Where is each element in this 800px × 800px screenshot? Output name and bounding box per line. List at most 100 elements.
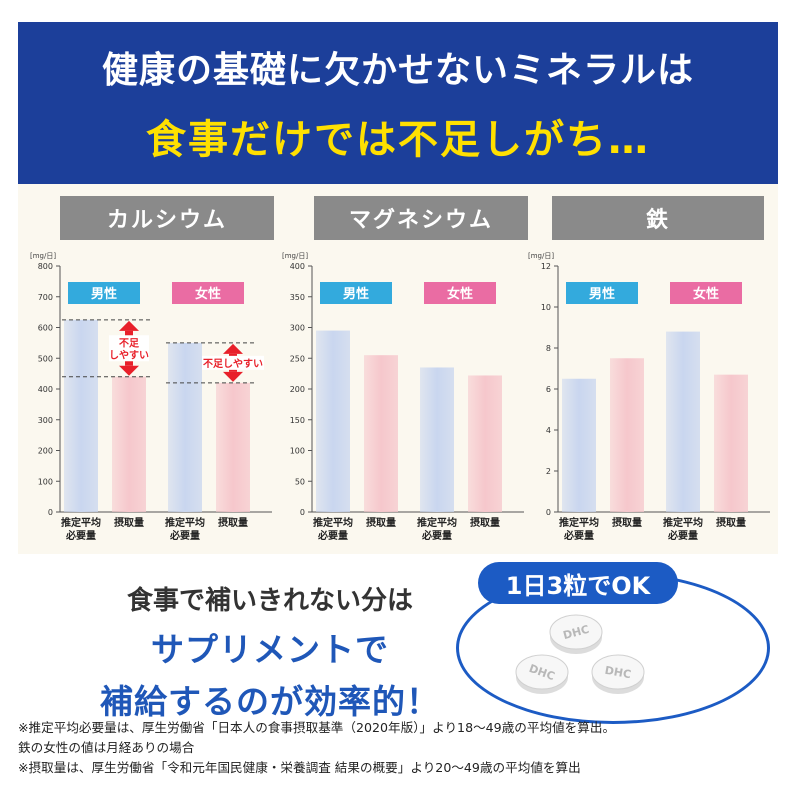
x-tick-label: 摂取量 bbox=[114, 516, 144, 529]
legend-male-box bbox=[566, 282, 638, 304]
header-banner: 健康の基礎に欠かせないミネラルは 食事だけでは不足しがち… bbox=[18, 22, 778, 184]
calcium-chart: [mg/日] 0 100 200 300 400 500 600 700 800 推定平均必要量 摂取… bbox=[30, 252, 272, 542]
arrow-head-down bbox=[223, 371, 243, 382]
legend-female-box bbox=[424, 282, 496, 304]
header-line1: 健康の基礎に欠かせないミネラルは bbox=[101, 50, 694, 91]
y-tick-label: 10 bbox=[541, 303, 551, 312]
legend-female: 女性 bbox=[447, 286, 473, 302]
bar-intake bbox=[714, 374, 748, 512]
tablet-mark: DHC bbox=[604, 664, 632, 681]
y-tick-label: 400 bbox=[290, 262, 305, 271]
supplement-message: 食事で補いきれない分は サプリメントで 補給するのが効率的！ bbox=[60, 580, 480, 723]
y-tick-label: 200 bbox=[38, 447, 53, 456]
bar-recommended bbox=[562, 378, 596, 512]
header-line2: 食事だけでは不足しがち… bbox=[146, 117, 650, 163]
y-tick-label: 350 bbox=[290, 293, 305, 302]
y-tick-label: 300 bbox=[38, 416, 53, 425]
y-tick-label: 500 bbox=[38, 354, 53, 363]
unit-label: [mg/日] bbox=[282, 252, 308, 260]
message-line3: 補給するのが効率的！ bbox=[100, 682, 440, 721]
x-tick-label: 必要量 bbox=[421, 529, 452, 542]
annotation-text: 不足 bbox=[119, 337, 140, 349]
y-tick-label: 12 bbox=[541, 262, 551, 271]
y-tick-label: 150 bbox=[290, 416, 305, 425]
tablet-image-1: DHC bbox=[549, 614, 603, 654]
bar-intake bbox=[364, 355, 398, 512]
footnote-2: 鉄の女性の値は月経ありの場合 bbox=[18, 740, 195, 755]
chart-title-iron: 鉄 bbox=[552, 196, 764, 240]
x-tick-label: 摂取量 bbox=[366, 516, 396, 529]
arrow-head-up bbox=[119, 320, 139, 331]
legend-male-box bbox=[320, 282, 392, 304]
bar-intake bbox=[468, 375, 502, 512]
y-tick-label: 4 bbox=[546, 426, 551, 435]
x-tick-label: 推定平均 bbox=[165, 516, 205, 529]
y-tick-label: 0 bbox=[300, 508, 305, 517]
bar-recommended bbox=[168, 342, 202, 512]
chart-title-calcium: カルシウム bbox=[60, 196, 274, 240]
x-tick-label: 必要量 bbox=[169, 529, 200, 542]
footnote-3: ※摂取量は、厚生労働省「令和元年国民健康・栄養調査 結果の概要」より20〜49歳… bbox=[18, 760, 581, 775]
legend-male-box bbox=[68, 282, 140, 304]
legend-male: 男性 bbox=[589, 286, 615, 302]
bar-recommended bbox=[316, 330, 350, 512]
x-tick-label: 必要量 bbox=[65, 529, 96, 542]
arrow-head-up bbox=[223, 343, 243, 354]
bar-intake bbox=[112, 376, 146, 512]
footnotes: ※推定平均必要量は、厚生労働省「日本人の食事摂取基準（2020年版）」より18〜… bbox=[18, 718, 788, 778]
unit-label: [mg/日] bbox=[30, 252, 56, 260]
legend-female: 女性 bbox=[195, 286, 221, 302]
bar-intake bbox=[216, 382, 250, 512]
magnesium-chart: [mg/日] 0 50 100 150 200 250 300 350 400 推定平均必要量 摂取量… bbox=[282, 252, 524, 542]
footnote-1: ※推定平均必要量は、厚生労働省「日本人の食事摂取基準（2020年版）」より18〜… bbox=[18, 720, 616, 735]
y-tick-label: 100 bbox=[290, 447, 305, 456]
legend-female-box bbox=[172, 282, 244, 304]
x-tick-label: 推定平均 bbox=[61, 516, 101, 529]
dose-badge: 1日3粒でOK bbox=[478, 562, 678, 604]
chart-title-magnesium: マグネシウム bbox=[314, 196, 528, 240]
arrow-head-down bbox=[119, 365, 139, 376]
bar-recommended bbox=[666, 331, 700, 512]
y-tick-label: 2 bbox=[546, 467, 551, 476]
y-tick-label: 300 bbox=[290, 324, 305, 333]
annotation-text: 不足しやすい bbox=[203, 358, 263, 370]
y-tick-label: 100 bbox=[38, 477, 53, 486]
x-tick-label: 必要量 bbox=[317, 529, 348, 542]
y-tick-label: 0 bbox=[48, 508, 53, 517]
y-tick-label: 250 bbox=[290, 354, 305, 363]
unit-label: [mg/日] bbox=[528, 252, 554, 260]
x-tick-label: 摂取量 bbox=[612, 516, 642, 529]
x-tick-label: 推定平均 bbox=[313, 516, 353, 529]
annotation-bg bbox=[109, 335, 149, 362]
legend-male: 男性 bbox=[343, 286, 369, 302]
tablet-image-2: DHC bbox=[515, 654, 569, 694]
y-tick-label: 700 bbox=[38, 293, 53, 302]
x-tick-label: 推定平均 bbox=[663, 516, 703, 529]
message-line2: サプリメントで bbox=[151, 630, 389, 669]
y-tick-label: 50 bbox=[295, 477, 305, 486]
message-line1: 食事で補いきれない分は bbox=[126, 586, 413, 616]
tablet-image-3: DHC bbox=[591, 654, 645, 694]
legend-female: 女性 bbox=[693, 286, 719, 302]
x-tick-label: 摂取量 bbox=[218, 516, 248, 529]
bar-recommended bbox=[64, 319, 98, 512]
y-tick-label: 400 bbox=[38, 385, 53, 394]
y-tick-label: 6 bbox=[546, 385, 551, 394]
legend-male: 男性 bbox=[91, 286, 117, 302]
y-tick-label: 0 bbox=[546, 508, 551, 517]
bar-intake bbox=[610, 358, 644, 512]
legend-female-box bbox=[670, 282, 742, 304]
y-tick-label: 600 bbox=[38, 324, 53, 333]
x-tick-label: 摂取量 bbox=[716, 516, 746, 529]
bar-recommended bbox=[420, 367, 454, 512]
y-tick-label: 200 bbox=[290, 385, 305, 394]
x-tick-label: 必要量 bbox=[667, 529, 698, 542]
x-tick-label: 摂取量 bbox=[470, 516, 500, 529]
annotation-text: しやすい bbox=[109, 349, 149, 361]
annotation-bg bbox=[202, 355, 264, 370]
y-tick-label: 800 bbox=[38, 262, 53, 271]
x-tick-label: 推定平均 bbox=[559, 516, 599, 529]
x-tick-label: 推定平均 bbox=[417, 516, 457, 529]
y-tick-label: 8 bbox=[546, 344, 551, 353]
